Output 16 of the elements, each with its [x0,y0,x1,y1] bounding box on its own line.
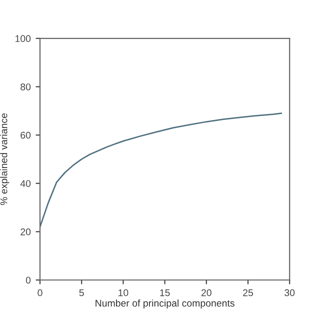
x-tick-label: 30 [284,289,295,296]
x-tick-label: 15 [160,289,170,296]
x-tick-label: 0 [38,289,42,296]
x-tick-label: 5 [79,289,84,296]
y-axis-title: % explained variance [0,113,10,206]
y-tick-label: 20 [20,228,31,236]
x-tick-label: 20 [201,289,212,296]
x-tick-label: 25 [243,289,253,296]
line-series [40,112,282,228]
y-tick-label: 80 [20,83,31,90]
x-tick-label: 10 [118,289,128,296]
y-tick-label: 60 [20,132,31,139]
y-tick-label: 0 [26,276,31,284]
y-tick-label: 40 [20,180,31,187]
y-tick-label: 100 [15,35,31,42]
x-axis-title: Number of principal components [96,299,234,309]
